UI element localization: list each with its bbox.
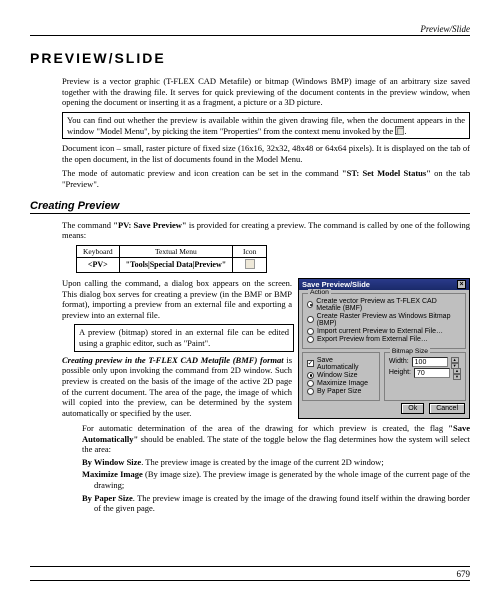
field-width[interactable]: 100 — [412, 357, 448, 367]
opt-bmf: Create vector Preview as T-FLEX CAD Meta… — [316, 298, 461, 312]
spin-height[interactable]: ▲▼ — [453, 368, 461, 378]
legend-action: Action — [308, 289, 331, 296]
preview-icon — [245, 259, 255, 269]
bmf-lead: Creating preview in the T-FLEX CAD Metaf… — [62, 355, 284, 365]
lbl-height: Height: — [389, 369, 411, 376]
context-menu-icon — [395, 126, 404, 135]
li1b: . The preview image is created by the im… — [141, 457, 383, 467]
page-number: 679 — [457, 569, 471, 579]
td-kbd: <PV> — [77, 257, 120, 272]
running-header: Preview/Slide — [30, 22, 470, 36]
page-title: Preview/Slide — [30, 50, 470, 66]
intro-paragraph: Preview is a vector graphic (T-FLEX CAD … — [62, 76, 470, 108]
td-menu: "Tools|Special Data|Preview" — [119, 257, 233, 272]
callout-paint: A preview (bitmap) stored in an external… — [74, 324, 294, 351]
li2b: (By image size). The preview image is ge… — [94, 469, 470, 490]
opt-import: Import current Preview to External File… — [317, 328, 443, 335]
field-height[interactable]: 70 — [414, 368, 450, 378]
lbl-window-size: Window Size — [317, 372, 357, 379]
p4a: For automatic determination of the area … — [82, 423, 448, 433]
lbl-save-auto: Save Automatically — [317, 357, 375, 371]
pv-command: "PV: Save Preview" — [113, 220, 186, 230]
li3b: . The preview image is created by the im… — [94, 493, 470, 514]
lbl-width: Width: — [389, 358, 409, 365]
th-menu: Textual Menu — [119, 245, 233, 257]
callout-model-menu: You can find out whether the preview is … — [62, 112, 470, 139]
dialog-title: Save Preview/Slide — [302, 280, 370, 289]
save-preview-dialog: Save Preview/Slide × Action Create vecto… — [298, 278, 470, 419]
li1a: By Window Size — [82, 457, 141, 467]
radio-export[interactable] — [307, 336, 314, 343]
opt-export: Export Preview from External File… — [317, 336, 428, 343]
cancel-button[interactable]: Cancel — [429, 403, 465, 414]
opt-bmp: Create Raster Preview as Windows Bitmap … — [317, 313, 461, 327]
close-icon[interactable]: × — [457, 280, 466, 289]
st-command: "ST: Set Model Status" — [342, 168, 431, 178]
radio-import[interactable] — [307, 328, 314, 335]
li3a: By Paper Size — [82, 493, 133, 503]
page-footer: 679 — [30, 566, 470, 581]
group-save-auto: Save Automatically Window Size Maximize … — [302, 352, 380, 401]
group-action: Action Create vector Preview as T-FLEX C… — [302, 293, 466, 349]
auto-mode-paragraph: The mode of automatic preview and icon c… — [62, 168, 470, 189]
pv-intro: The command "PV: Save Preview" is provid… — [62, 220, 470, 241]
th-icon: Icon — [233, 245, 267, 257]
pv-a: The command — [62, 220, 113, 230]
radio-maximize[interactable] — [307, 380, 314, 387]
li-window-size: By Window Size. The preview image is cre… — [94, 457, 470, 468]
li-maximize: Maximize Image (By image size). The prev… — [94, 469, 470, 490]
p4b: should be enabled. The state of the togg… — [82, 434, 470, 455]
td-icon — [233, 257, 267, 272]
doc-icon-paragraph: Document icon – small, raster picture of… — [62, 143, 470, 164]
lbl-paper: By Paper Size — [317, 388, 361, 395]
chk-save-auto[interactable] — [307, 360, 314, 367]
group-bitmap-size: Bitmap Size Width:100▲▼ Height:70▲▼ — [384, 352, 466, 401]
radio-paper[interactable] — [307, 388, 314, 395]
legend-bitmap: Bitmap Size — [390, 348, 430, 355]
li-paper: By Paper Size. The preview image is crea… — [94, 493, 470, 514]
command-table: Keyboard Textual Menu Icon <PV> "Tools|S… — [76, 245, 267, 273]
callout-text-b: . — [404, 126, 406, 136]
ok-button[interactable]: Ok — [401, 403, 424, 414]
radio-window-size[interactable] — [307, 372, 314, 379]
th-keyboard: Keyboard — [77, 245, 120, 257]
section-heading-creating: Creating Preview — [30, 200, 470, 214]
p3a: The mode of automatic preview and icon c… — [62, 168, 342, 178]
lbl-maximize: Maximize Image — [317, 380, 368, 387]
radio-bmf[interactable] — [307, 301, 313, 308]
spin-width[interactable]: ▲▼ — [451, 357, 459, 367]
auto-flag-paragraph: For automatic determination of the area … — [82, 423, 470, 455]
radio-bmp[interactable] — [307, 316, 314, 323]
li2a: Maximize Image — [82, 469, 143, 479]
